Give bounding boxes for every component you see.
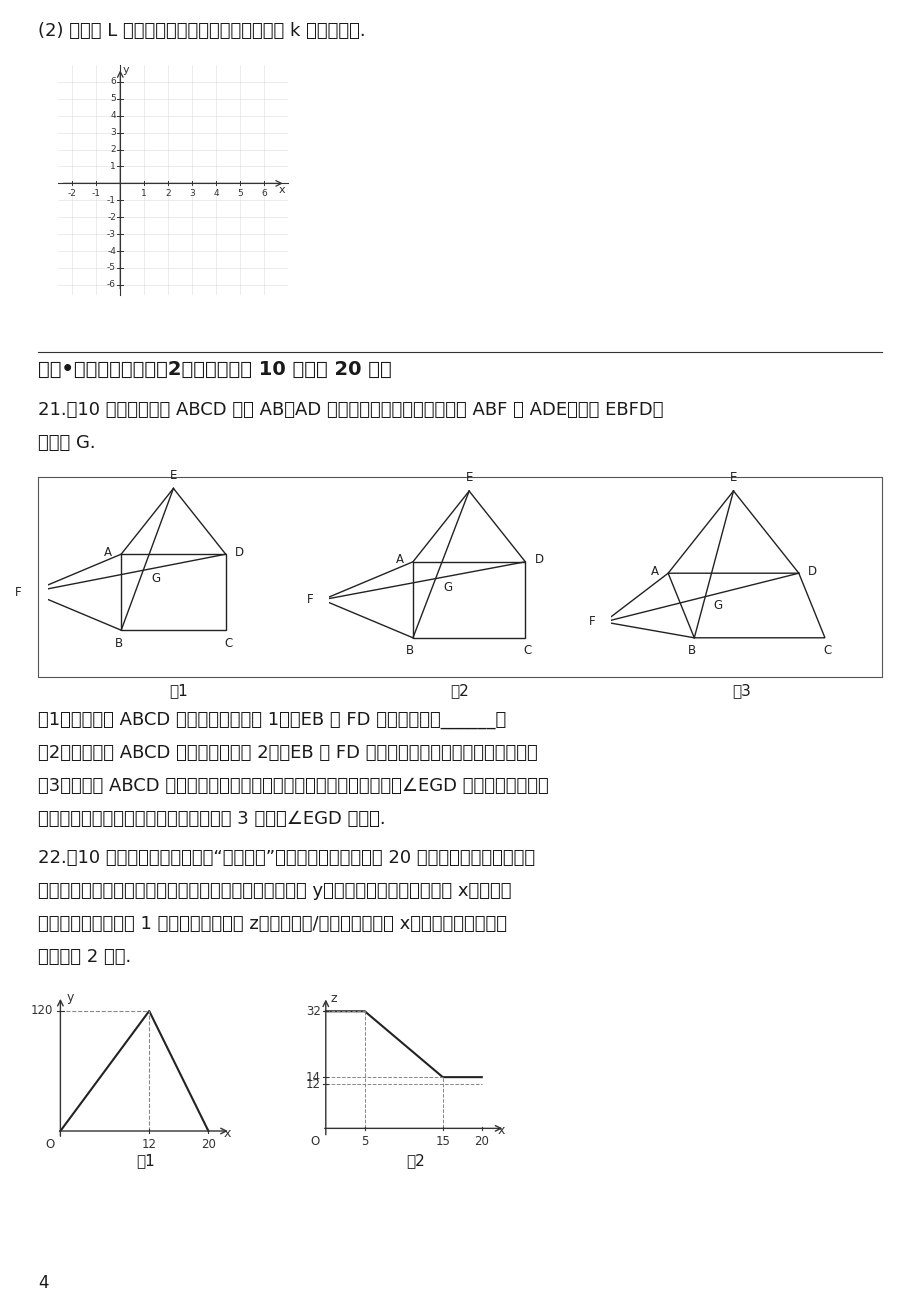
Text: 天）的函数关系如图 1 所示，多宝鱼价格 z（单位：元/件）与上市时间 x（单位：天）的函数: 天）的函数关系如图 1 所示，多宝鱼价格 z（单位：元/件）与上市时间 x（单位… [38,915,506,934]
Text: 2: 2 [110,145,116,154]
Text: C: C [823,644,831,658]
Text: 1: 1 [110,161,116,171]
Text: B: B [114,637,122,650]
Text: F: F [306,594,313,607]
Text: -2: -2 [68,189,76,198]
Text: 6: 6 [110,77,116,86]
Text: -1: -1 [92,189,101,198]
Text: 20: 20 [474,1135,489,1148]
Text: 图1: 图1 [169,684,187,698]
Text: （3）四边形 ABCD 由正方形到矩形到一般平行四边形的变化过程中，∠EGD 是否发生变化？如: （3）四边形 ABCD 由正方形到矩形到一般平行四边形的变化过程中，∠EGD 是… [38,777,548,796]
Text: （1）当四边形 ABCD 为正方形时（如图 1），EB 和 FD 的数量关系是______；: （1）当四边形 ABCD 为正方形时（如图 1），EB 和 FD 的数量关系是_… [38,711,505,729]
Text: 12: 12 [142,1138,156,1151]
Text: 21.（10 分）以四边形 ABCD 的边 AB、AD 为边分别向外侧作等边三角形 ABF 和 ADE，连接 EBFD，: 21.（10 分）以四边形 ABCD 的边 AB、AD 为边分别向外侧作等边三角… [38,401,663,419]
Text: 32: 32 [306,1005,321,1018]
Text: 果改变，请说明理由；如果不变，请在图 3 中求出∠EGD 的度数.: 果改变，请说明理由；如果不变，请在图 3 中求出∠EGD 的度数. [38,810,385,828]
Text: 关系如图 2 所示.: 关系如图 2 所示. [38,948,131,966]
Text: 3: 3 [189,189,195,198]
Text: -6: -6 [107,280,116,289]
Text: y: y [123,65,130,76]
Text: 图3: 图3 [732,684,750,698]
Text: -2: -2 [107,212,116,221]
Text: 图1: 图1 [136,1154,154,1168]
Text: 15: 15 [435,1135,449,1148]
Text: -5: -5 [107,263,116,272]
Text: 情况进行了跟踪记录，并将记录情况绘成图象，日销售量 y（单位：千克）与上市时间 x（单位：: 情况进行了跟踪记录，并将记录情况绘成图象，日销售量 y（单位：千克）与上市时间 … [38,881,511,900]
Text: B: B [406,644,414,658]
Text: x: x [223,1128,231,1141]
Text: 5: 5 [237,189,243,198]
Text: 20: 20 [200,1138,216,1151]
Text: 图2: 图2 [450,684,469,698]
Text: 六、•解答题（本大题共2小题，每小题 10 分，共 20 分）: 六、•解答题（本大题共2小题，每小题 10 分，共 20 分） [38,359,391,379]
Text: E: E [465,471,472,484]
Text: 14: 14 [306,1070,321,1083]
Text: 图2: 图2 [405,1154,425,1168]
Text: C: C [523,644,531,658]
Text: O: O [45,1138,54,1151]
Text: 4: 4 [213,189,219,198]
Text: D: D [534,553,543,566]
Text: x: x [278,185,285,195]
Text: 6: 6 [261,189,267,198]
Text: z: z [330,992,336,1005]
Text: D: D [234,546,244,559]
Text: 22.（10 分）李刚家去年养殖的“丰收一号”多宝鱼喜获丰收，上市 20 天全部售完，李刚对销售: 22.（10 分）李刚家去年养殖的“丰收一号”多宝鱼喜获丰收，上市 20 天全部… [38,849,535,867]
Text: -4: -4 [107,246,116,255]
Text: 5: 5 [361,1135,369,1148]
Text: A: A [651,565,658,578]
Text: 5: 5 [110,94,116,103]
Text: 交点为 G.: 交点为 G. [38,434,96,452]
Text: F: F [15,586,21,599]
Text: (2) 当直线 L 与正方形有两个交点时，直接写出 k 的取値范围.: (2) 当直线 L 与正方形有两个交点时，直接写出 k 的取値范围. [38,22,365,40]
Text: E: E [170,469,177,482]
Text: D: D [807,565,816,578]
Text: A: A [395,553,403,566]
Text: -3: -3 [107,229,116,238]
Text: G: G [151,572,160,585]
Text: x: x [497,1124,505,1137]
Text: 4: 4 [110,111,116,120]
Text: C: C [224,637,233,650]
Text: 3: 3 [110,128,116,137]
Text: G: G [712,599,721,612]
Text: 4: 4 [38,1273,49,1292]
Text: A: A [104,546,112,559]
Text: G: G [443,581,452,594]
Text: B: B [686,644,695,658]
Text: 12: 12 [306,1078,321,1091]
Text: y: y [66,991,74,1004]
Text: -1: -1 [107,195,116,204]
Text: O: O [310,1135,319,1148]
Text: （2）当四边形 ABCD 为矩形时（如图 2），EB 和 FD 具有怎样的数量关系？请加以证明；: （2）当四边形 ABCD 为矩形时（如图 2），EB 和 FD 具有怎样的数量关… [38,743,538,762]
Text: 1: 1 [142,189,147,198]
Text: F: F [588,616,595,629]
Text: 120: 120 [30,1005,53,1017]
Text: E: E [729,471,736,484]
Text: 2: 2 [165,189,171,198]
